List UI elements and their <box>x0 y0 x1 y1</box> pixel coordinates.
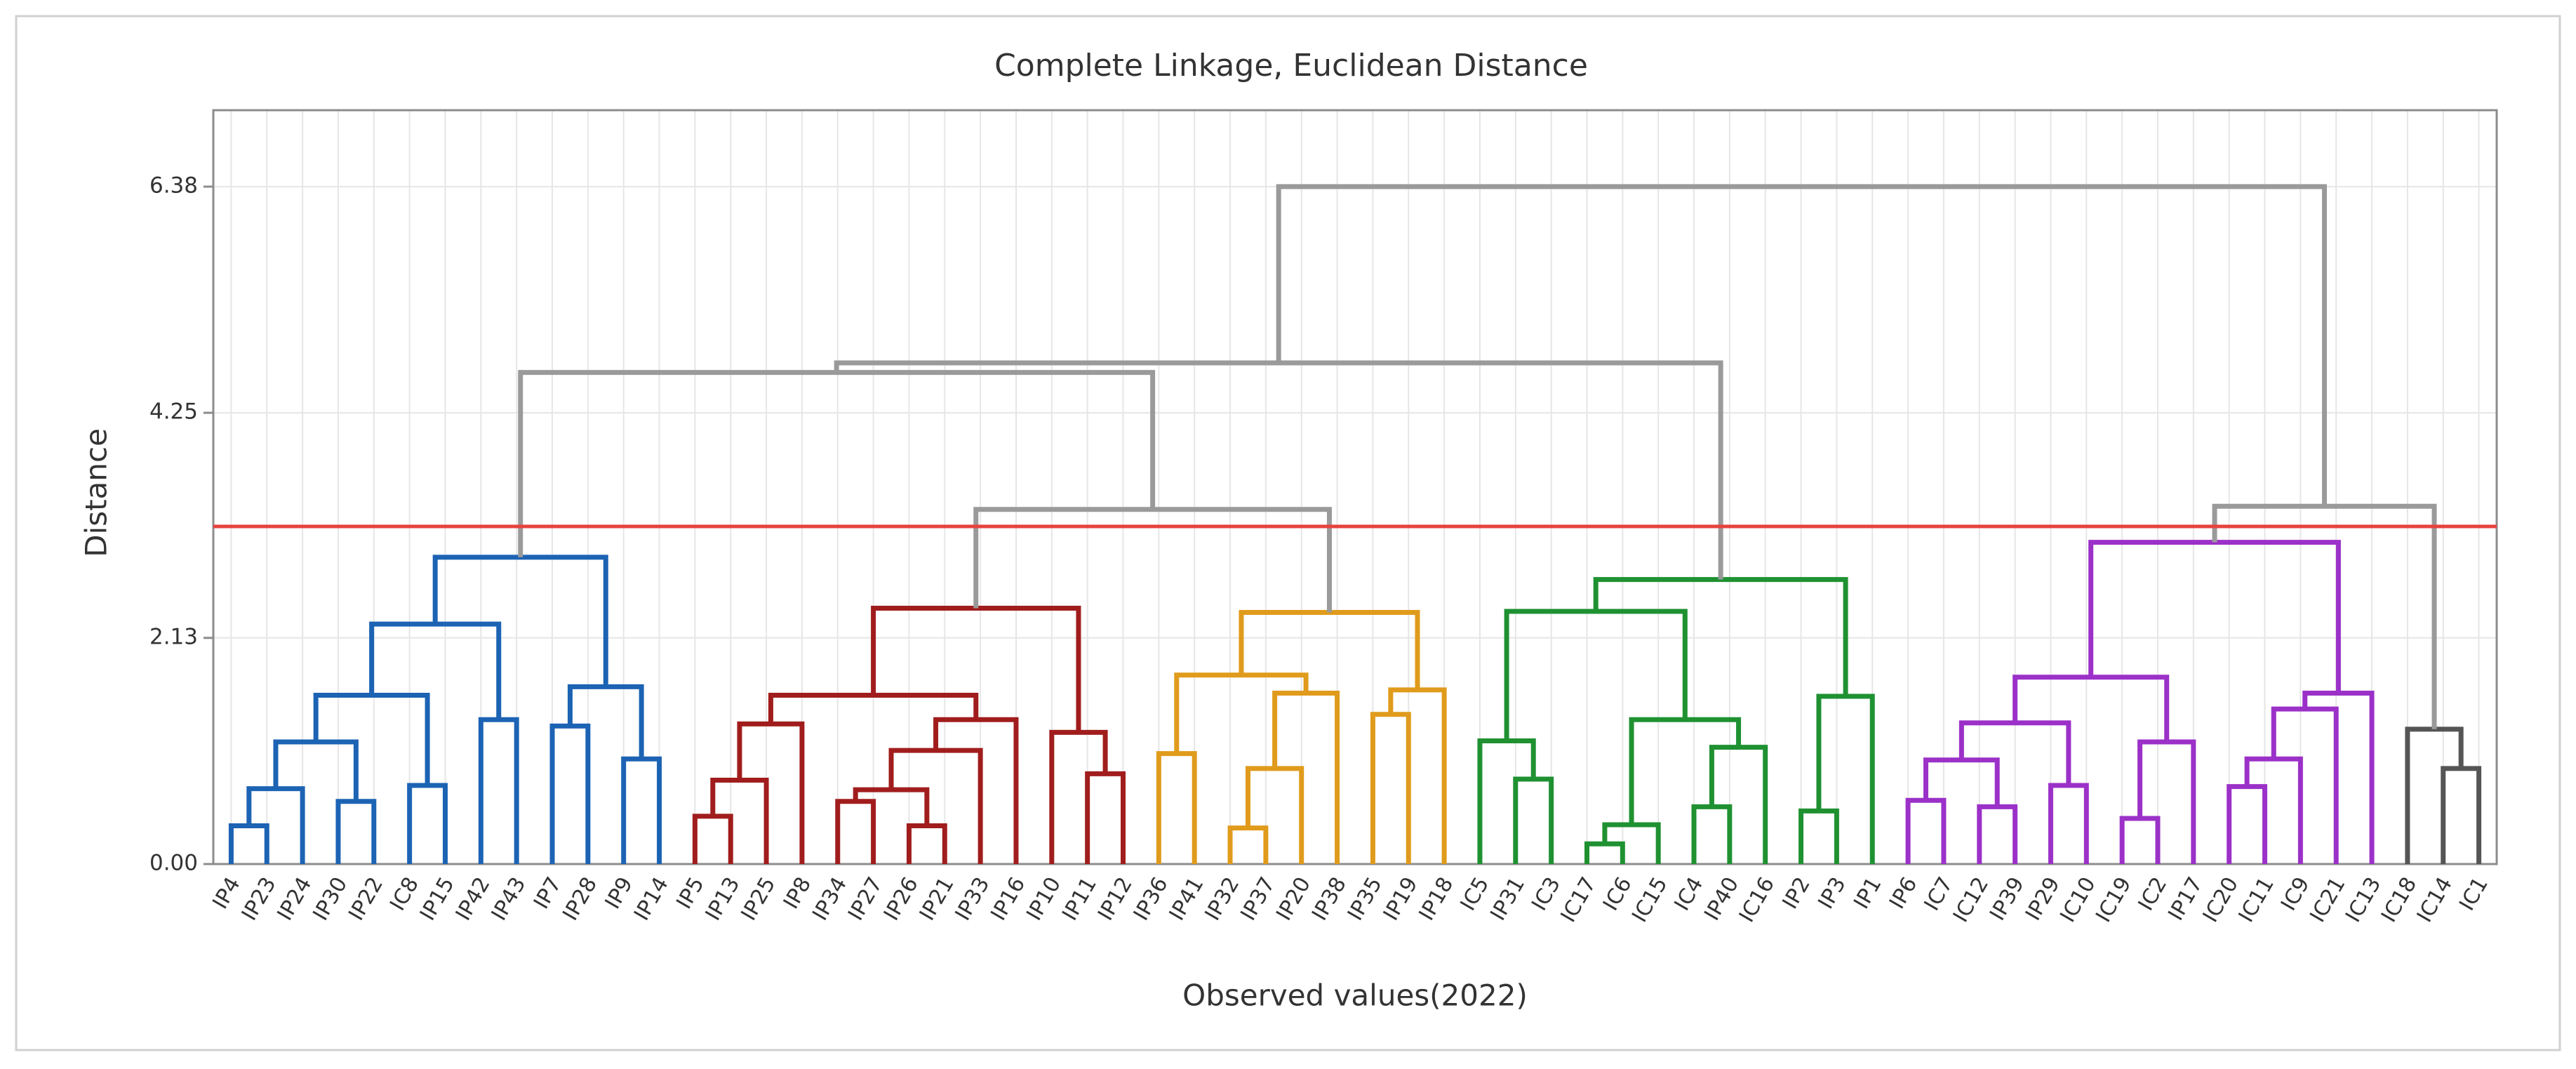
link <box>1239 609 1420 690</box>
link <box>621 756 662 864</box>
link <box>1923 757 2000 807</box>
link <box>478 717 519 864</box>
link <box>737 721 805 864</box>
y-tick-label: 6.38 <box>149 173 198 198</box>
link <box>1584 841 1625 864</box>
link <box>1227 825 1269 864</box>
link <box>2244 756 2303 864</box>
link <box>1477 738 1536 864</box>
link <box>710 778 769 864</box>
dendrogram <box>228 184 2482 864</box>
link <box>1513 776 1554 864</box>
y-tick-label: 2.13 <box>149 624 198 649</box>
grid <box>213 110 2497 865</box>
link <box>834 360 1723 580</box>
link <box>1245 766 1304 864</box>
link <box>1798 808 1839 864</box>
plot-frame <box>212 109 2498 865</box>
link <box>1276 184 2328 507</box>
link <box>1977 804 2018 864</box>
link <box>432 555 608 687</box>
link <box>1691 804 1733 864</box>
y-axis-label: Distance <box>79 428 114 557</box>
link <box>1709 745 1768 864</box>
link <box>933 717 1019 864</box>
y-tick-label: 0.00 <box>149 851 198 876</box>
link <box>1049 729 1108 864</box>
link <box>1629 717 1742 825</box>
link <box>2271 706 2339 864</box>
link <box>1174 672 1309 754</box>
link <box>692 814 733 864</box>
link <box>2441 766 2482 864</box>
y-tick-label: 4.25 <box>149 399 198 425</box>
chart-title: Complete Linkage, Euclidean Distance <box>994 48 1588 84</box>
link <box>1905 797 1947 864</box>
x-axis-label: Observed values(2022) <box>1182 978 1528 1013</box>
link <box>1593 577 1848 696</box>
